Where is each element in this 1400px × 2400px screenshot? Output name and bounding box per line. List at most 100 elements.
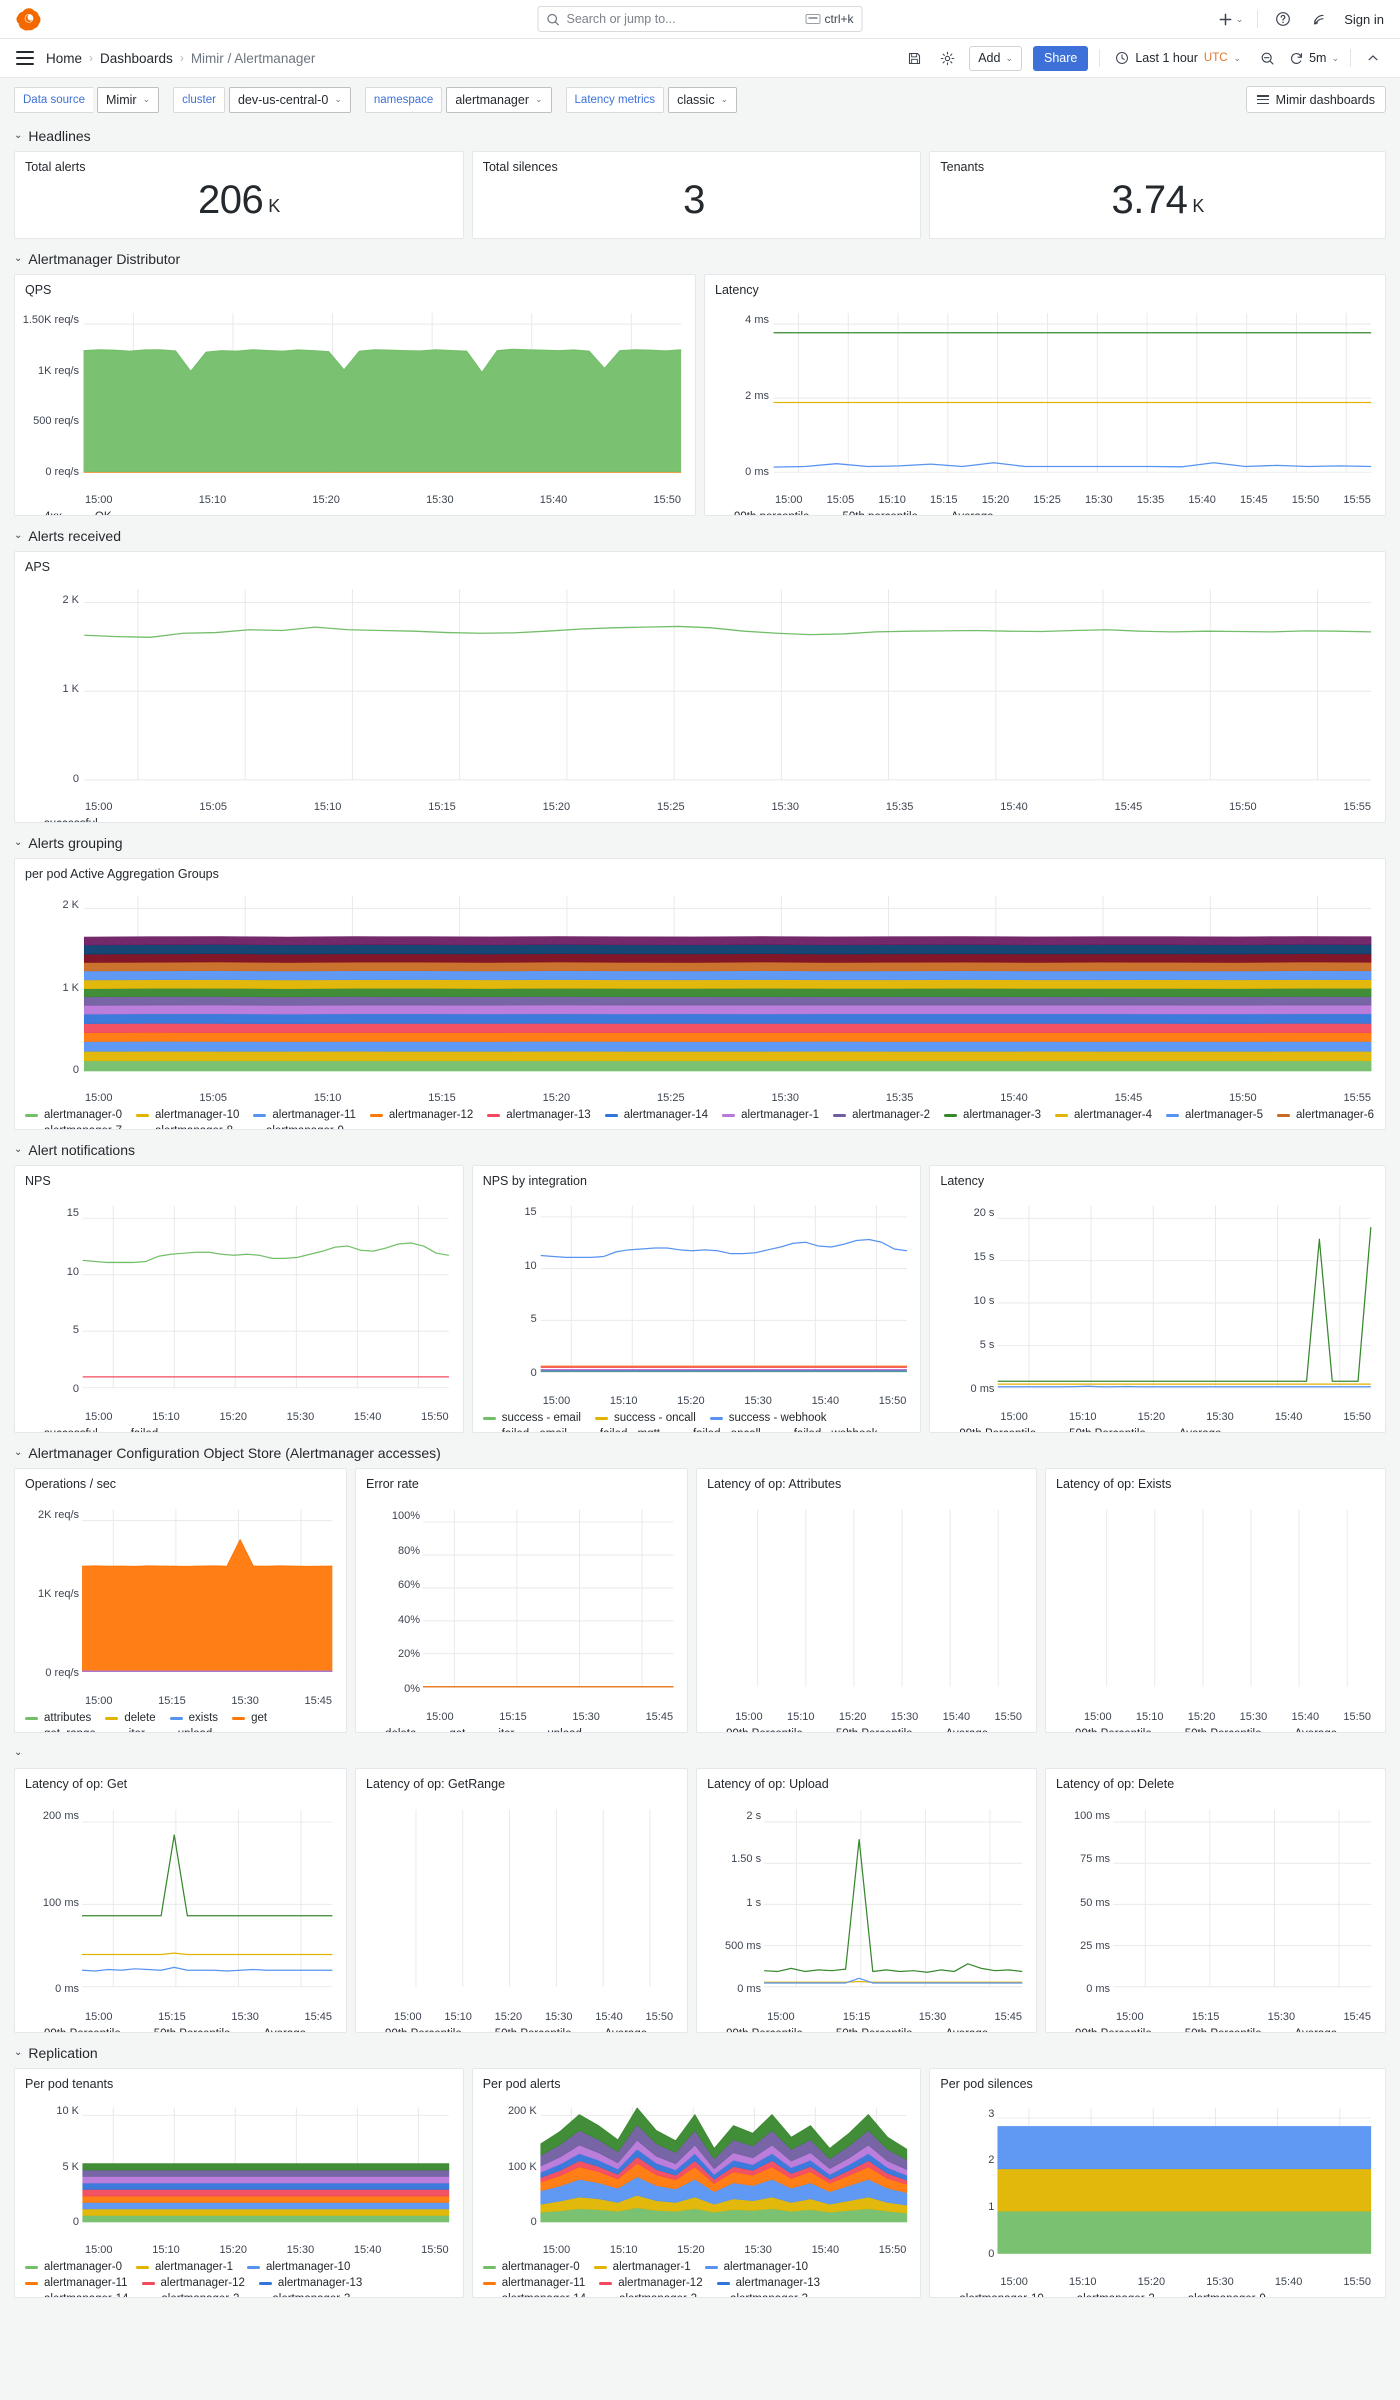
legend-item[interactable]: failed <box>112 1428 159 1432</box>
legend-item[interactable]: alertmanager-0 <box>25 1109 122 1121</box>
legend-item[interactable]: alertmanager-10 <box>246 2261 350 2273</box>
time-range-picker[interactable]: Last 1 hour UTC ⌄ <box>1111 46 1245 71</box>
legend-item[interactable]: get <box>430 1728 465 1732</box>
legend-item[interactable]: alertmanager-1 <box>722 1109 819 1121</box>
legend-item[interactable]: alertmanager-2 <box>142 2293 239 2297</box>
chart-nps-by-integration[interactable]: 0 5 10 15 15:00 15:10 15:20 15:30 15:40 15:50 <box>473 1190 921 1407</box>
legend-item[interactable]: 4xx <box>25 511 62 515</box>
legend-item[interactable]: attributes <box>25 1712 91 1724</box>
zoom-out-icon[interactable] <box>1256 47 1278 69</box>
legend-item[interactable]: alertmanager-9 <box>1169 2293 1266 2297</box>
share-button[interactable]: Share <box>1032 45 1089 71</box>
chart-per-pod-alerts[interactable]: 0 100 K 200 K 15:00 15:10 15:20 15:30 15:40 15:5… <box>473 2093 921 2256</box>
legend-item[interactable]: alertmanager-1 <box>135 2261 233 2273</box>
sign-in-button[interactable]: Sign in <box>1344 11 1384 27</box>
legend-item[interactable]: alertmanager-4 <box>1055 1109 1152 1121</box>
legend-item[interactable]: alertmanager-14 <box>604 1109 708 1121</box>
legend-item[interactable]: failed - email <box>483 1428 567 1432</box>
chart-per-pod-tenants[interactable]: 0 5 K 10 K 15:00 15:10 15:20 15:30 15:40 15:50 <box>15 2093 463 2256</box>
legend-item[interactable]: alertmanager-8 <box>136 1125 233 1129</box>
legend-item[interactable]: alertmanager-9 <box>247 1125 344 1129</box>
refresh-control[interactable]: 5m ⌄ <box>1289 51 1339 66</box>
legend-item[interactable]: 50th Percentile <box>817 1728 913 1732</box>
legend-item[interactable]: upload <box>159 1728 213 1732</box>
create-new-button[interactable]: ⌄ <box>1218 12 1243 27</box>
grafana-logo-icon[interactable] <box>16 6 42 32</box>
legend-item[interactable]: alertmanager-0 <box>25 2261 122 2273</box>
legend-item[interactable]: alertmanager-14 <box>25 2293 128 2297</box>
row-header-replication[interactable]: ⌄ Replication <box>14 2040 1386 2065</box>
legend-item[interactable]: 99th Percentile <box>707 2028 803 2032</box>
legend-item[interactable]: alertmanager-5 <box>1166 1109 1263 1121</box>
gear-icon[interactable] <box>936 47 958 69</box>
legend-item[interactable]: get <box>232 1712 267 1724</box>
legend-item[interactable]: upload <box>528 1728 582 1732</box>
legend-item[interactable]: 50th Percentile <box>1166 2028 1262 2032</box>
legend-item[interactable]: delete <box>366 1728 416 1732</box>
variable-value-cluster[interactable]: dev-us-central-0 ⌄ <box>228 86 351 113</box>
row-header-object-store[interactable]: ⌄ Alertmanager Configuration Object Stor… <box>14 1440 1386 1465</box>
legend-item[interactable]: iter <box>479 1728 514 1732</box>
chart-latency-delete[interactable]: 0 ms 25 ms 50 ms 75 ms 100 ms 15:00 15:15 15:30… <box>1046 1793 1385 2023</box>
legend-item[interactable]: alertmanager-10 <box>704 2261 808 2273</box>
legend-item[interactable]: alertmanager-11 <box>482 2277 585 2289</box>
legend-item[interactable]: 50th Percentile <box>1166 1728 1262 1732</box>
search-input[interactable]: Search or jump to... ctrl+k <box>537 6 863 32</box>
mimir-dashboards-link-button[interactable]: Mimir dashboards <box>1245 86 1386 113</box>
legend-item[interactable]: alertmanager-3 <box>253 2293 350 2297</box>
legend-item[interactable]: Average <box>932 511 994 515</box>
legend-item[interactable]: alertmanager-0 <box>482 2261 580 2273</box>
legend-item[interactable]: 50th Percentile <box>1050 1428 1146 1432</box>
row-header-alerts-grouping[interactable]: ⌄ Alerts grouping <box>14 830 1386 855</box>
chart-latency-getrange[interactable]: 15:00 15:10 15:20 15:30 15:40 15:50 <box>356 1793 687 2023</box>
legend-item[interactable]: alertmanager-3 <box>711 2293 808 2297</box>
legend-item[interactable]: iter <box>110 1728 145 1732</box>
legend-item[interactable]: alertmanager-13 <box>716 2277 820 2289</box>
legend-item[interactable]: alertmanager-6 <box>1277 1109 1374 1121</box>
legend-item[interactable]: success - oncall <box>594 1412 696 1424</box>
legend-item[interactable]: alertmanager-2 <box>600 2293 697 2297</box>
legend-item[interactable]: exists <box>169 1712 218 1724</box>
legend-item[interactable]: alertmanager-12 <box>141 2277 245 2289</box>
legend-item[interactable]: 50th percentile <box>823 511 917 515</box>
legend-item[interactable]: alertmanager-10 <box>940 2293 1043 2297</box>
legend-item[interactable]: Average <box>1160 1428 1222 1432</box>
legend-item[interactable]: delete <box>105 1712 156 1724</box>
legend-item[interactable]: alertmanager-13 <box>258 2277 362 2289</box>
row-header-alert-notifications[interactable]: ⌄ Alert notifications <box>14 1137 1386 1162</box>
chart-error-rate[interactable]: 0% 20% 40% 60% 80% 100% 15:00 15:15 15:30 15:45 <box>356 1493 687 1723</box>
legend-item[interactable]: alertmanager-2 <box>833 1109 930 1121</box>
variable-value-latency-metrics[interactable]: classic ⌄ <box>668 86 738 113</box>
legend-item[interactable]: 99th percentile <box>715 511 809 515</box>
legend-item[interactable]: 99th Percentile <box>366 2028 462 2032</box>
row-header-object-store-continued[interactable]: ⌄ <box>14 1740 1386 1765</box>
legend-item[interactable]: Average <box>927 2028 989 2032</box>
legend-item[interactable]: failed - webhook <box>775 1428 878 1432</box>
chart-operations-per-sec[interactable]: 0 req/s 1K req/s 2K req/s 15:00 15:15 15:30 15… <box>15 1493 346 1707</box>
legend-item[interactable]: Average <box>585 2028 647 2032</box>
row-header-headlines[interactable]: ⌄ Headlines <box>14 123 1386 148</box>
legend-item[interactable]: alertmanager-2 <box>1058 2293 1155 2297</box>
news-rss-icon[interactable] <box>1308 8 1330 30</box>
variable-value-datasource[interactable]: Mimir ⌄ <box>97 86 160 113</box>
chart-nps[interactable]: 0 5 10 15 15:00 15:10 15:20 15:30 15:40 15:50 <box>15 1190 463 1423</box>
legend-item[interactable]: 50th Percentile <box>476 2028 572 2032</box>
legend-item[interactable]: 50th Percentile <box>817 2028 913 2032</box>
legend-item[interactable]: get_range <box>25 1728 96 1732</box>
legend-item[interactable]: alertmanager-7 <box>25 1125 122 1129</box>
legend-item[interactable]: Average <box>244 2028 306 2032</box>
legend-item[interactable]: OK <box>76 511 112 515</box>
chart-notification-latency[interactable]: 0 ms 5 s 10 s 15 s 20 s 15:00 15:10 15:20 15:30 1… <box>930 1190 1385 1423</box>
breadcrumb-item-dashboards[interactable]: Dashboards <box>100 50 173 66</box>
help-icon[interactable] <box>1272 8 1294 30</box>
chart-latency-get[interactable]: 0 ms 100 ms 200 ms 15:00 15:15 15:30 15:45 <box>15 1793 346 2023</box>
legend-item[interactable]: success - webhook <box>709 1412 827 1424</box>
chevron-up-icon[interactable] <box>1362 47 1384 69</box>
legend-item[interactable]: Average <box>1275 1728 1337 1732</box>
legend-item[interactable]: alertmanager-10 <box>135 1109 239 1121</box>
legend-item[interactable]: 99th Percentile <box>1056 1728 1152 1732</box>
legend-item[interactable]: 50th Percentile <box>135 2028 231 2032</box>
legend-item[interactable]: alertmanager-12 <box>599 2277 703 2289</box>
